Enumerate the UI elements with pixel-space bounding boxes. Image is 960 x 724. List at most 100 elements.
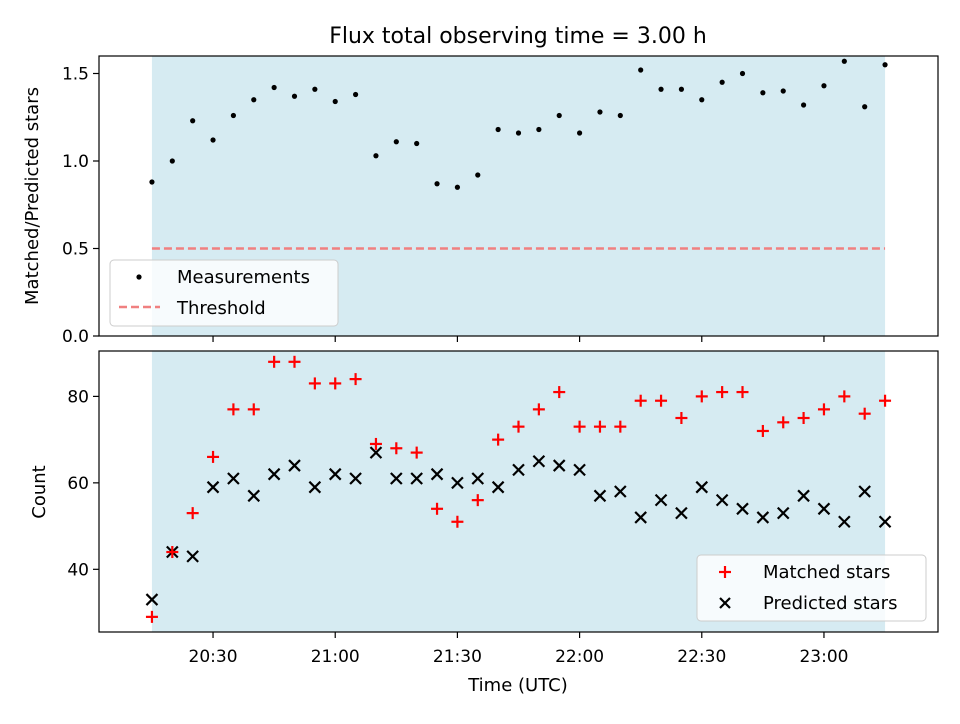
matched-star-point [349,373,362,386]
measurement-point [699,97,705,103]
matched-star-point [145,610,158,623]
measurement-point [638,67,644,73]
measurement-point [556,112,562,119]
predicted-star-point [817,502,831,516]
ratio-y-tick-label: 1.0 [62,152,89,172]
measurement-point [780,88,786,94]
matched-star-point [390,442,403,455]
x-tick-label: 22:30 [677,647,726,667]
ratio-y-tick-label: 1.5 [62,65,89,85]
predicted-star-point [593,489,607,503]
predicted-star-point [328,467,342,481]
predicted-star-point [695,480,709,494]
predicted-star-point [756,511,770,524]
ratio-panel: 0.0 0.5 1.0 1.5 Matched/Predicted stars Mea… [22,55,939,347]
count-panel: 40 60 80 20:30 21:00 21:30 22:00 22:30 23:00 Co… [29,350,939,696]
predicted-star-markers [145,446,892,606]
predicted-star-point [573,463,586,477]
predicted-star-point [471,472,485,485]
measurement-point [515,130,522,136]
matched-star-point [838,390,851,403]
measurement-point [291,93,298,99]
legend-matched-label: Matched stars [763,562,890,583]
matched-star-point [879,394,892,407]
matched-star-point [777,416,790,429]
measurement-point [312,86,318,92]
predicted-star-point [858,485,871,498]
measurement-point [169,158,175,164]
measurement-point [149,179,155,185]
measurement-point [495,126,501,133]
predicted-star-point [532,454,546,468]
matched-star-point [858,407,871,420]
matched-star-point [614,420,627,433]
matched-star-point [288,355,301,368]
predicted-star-point [797,489,810,503]
predicted-star-point [552,459,566,472]
matched-star-point [756,424,769,437]
matched-star-point [736,386,749,399]
matched-star-markers [145,355,892,623]
measurement-point [352,91,359,98]
chart-title: Flux total observing time = 3.00 h [329,24,707,49]
predicted-star-point [206,480,220,494]
predicted-star-point [614,485,627,498]
x-tick-label: 21:00 [311,647,360,667]
matched-star-point [329,377,342,390]
measurement-point [210,137,216,143]
matched-star-point [227,403,240,416]
predicted-star-point [776,506,790,520]
measurement-point [393,139,399,145]
predicted-star-point [145,593,159,606]
predicted-star-point [349,472,362,485]
legend-matched-marker [719,566,731,578]
ratio-y-tick-label: 0.0 [62,327,89,347]
predicted-star-point [451,476,464,490]
matched-star-point [207,450,220,463]
predicted-star-point [430,467,444,481]
count-x-ticks: 20:30 21:00 21:30 22:00 22:30 23:00 [189,632,848,667]
measurement-point [251,97,257,103]
predicted-star-point [227,472,240,485]
matched-star-point [634,394,647,407]
measurement-point [678,86,685,92]
matched-star-point [716,386,729,399]
ratio-legend: Measurements Threshold [109,259,339,327]
predicted-star-point [736,502,749,516]
predicted-star-point [308,480,322,494]
matched-star-point [675,412,688,425]
matched-star-point [492,433,505,446]
count-y-tick-label: 40 [67,560,89,580]
legend-predicted-label: Predicted stars [763,593,897,614]
measurement-point [373,153,379,159]
predicted-star-point [390,472,403,485]
count-y-axis-label: Count [29,465,50,518]
x-tick-label: 20:30 [189,647,238,667]
ratio-axes-frame [98,55,939,337]
predicted-star-point [512,463,525,477]
measurement-point [760,90,766,96]
predicted-star-point [491,480,505,494]
legend-measurement-marker [136,274,142,280]
legend-predicted-marker [719,597,731,609]
matched-star-point [695,390,708,403]
measurement-point [332,98,338,105]
matched-star-point [553,386,566,399]
x-tick-label: 21:30 [433,647,482,667]
predicted-star-point [186,550,199,563]
measurement-point [230,112,237,119]
count-y-tick-label: 60 [67,474,89,494]
measurement-point [882,62,888,68]
ratio-y-axis-label: Matched/Predicted stars [22,87,43,305]
measurement-point [434,181,440,187]
predicted-star-point [654,493,668,507]
measurement-point [658,86,664,92]
matched-star-point [247,403,260,416]
measurement-points [149,58,888,190]
measurement-point [841,58,847,64]
count-y-ticks: 40 60 80 [67,387,99,580]
matched-star-point [410,446,423,459]
count-y-tick-label: 80 [67,387,89,407]
matched-star-point [471,494,484,507]
